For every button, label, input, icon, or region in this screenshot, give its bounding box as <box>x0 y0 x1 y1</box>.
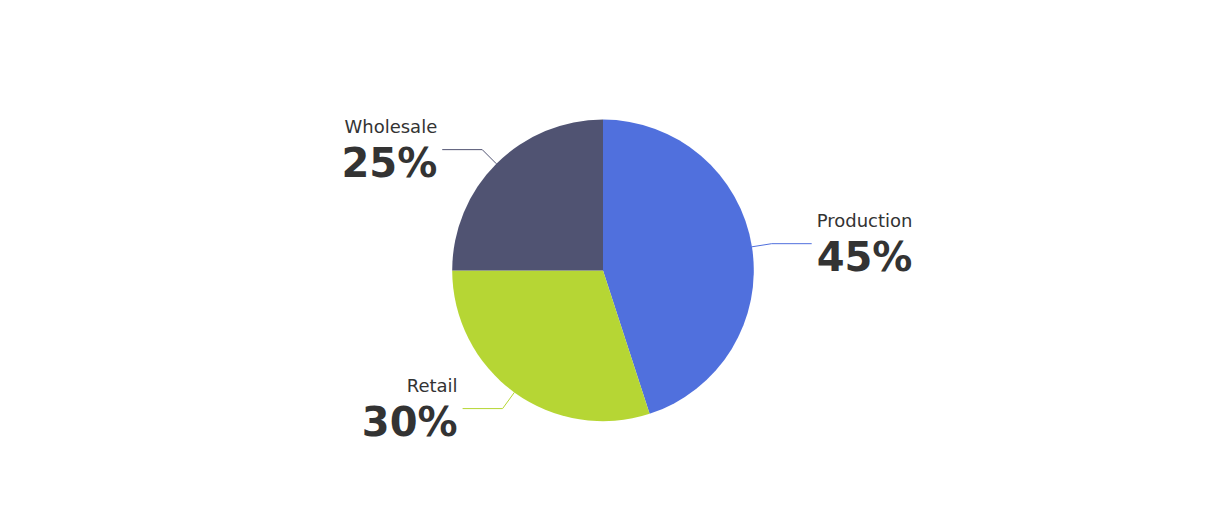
svg-text:Production: Production <box>817 210 913 231</box>
svg-text:45%: 45% <box>817 234 913 280</box>
svg-text:Retail: Retail <box>407 375 458 396</box>
svg-text:Wholesale: Wholesale <box>344 116 437 137</box>
svg-text:30%: 30% <box>362 399 458 445</box>
svg-text:25%: 25% <box>341 140 437 186</box>
